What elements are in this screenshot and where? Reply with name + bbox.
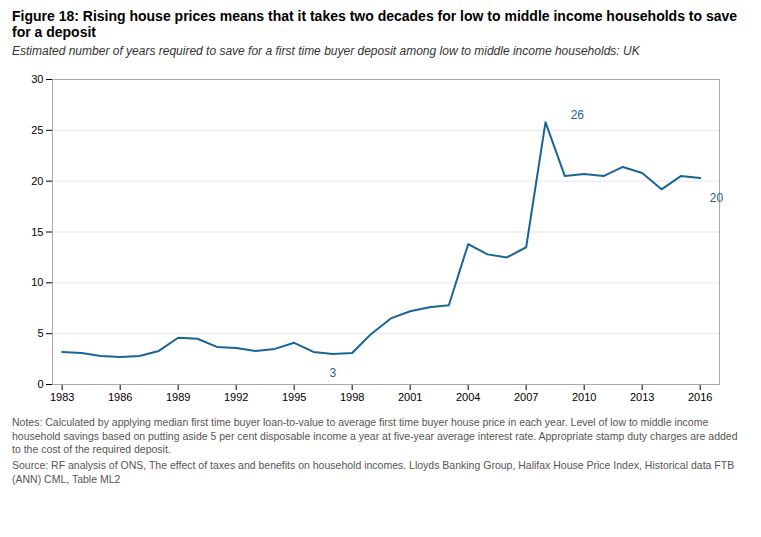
- html-text:Notes: Calculated by applying: Notes: Calculated by applying median fir…: [12, 416, 738, 456]
- svg-text:2004: 2004: [456, 391, 480, 403]
- svg-text:20: 20: [31, 175, 43, 187]
- svg-text:1998: 1998: [340, 391, 364, 403]
- svg-text:2013: 2013: [630, 391, 654, 403]
- svg-text:20: 20: [710, 191, 724, 205]
- svg-text:10: 10: [31, 276, 43, 288]
- svg-text:1989: 1989: [166, 391, 190, 403]
- svg-text:26: 26: [571, 108, 585, 122]
- svg-text:1983: 1983: [50, 391, 74, 403]
- svg-text:2007: 2007: [514, 391, 538, 403]
- svg-text:1992: 1992: [224, 391, 248, 403]
- html-text:Source: RF analysis of ONS, Th: Source: RF analysis of ONS, The effect o…: [12, 458, 735, 485]
- svg-text:0: 0: [37, 378, 43, 390]
- svg-text:1995: 1995: [282, 391, 306, 403]
- svg-text:2010: 2010: [572, 391, 596, 403]
- html-text:Estimated number of years requ: Estimated number of years required to sa…: [12, 44, 640, 58]
- svg-text:30: 30: [31, 73, 43, 85]
- svg-text:2001: 2001: [398, 391, 422, 403]
- svg-text:25: 25: [31, 124, 43, 136]
- svg-text:2016: 2016: [688, 391, 712, 403]
- svg-text:3: 3: [329, 366, 336, 380]
- svg-text:15: 15: [31, 226, 43, 238]
- svg-text:1986: 1986: [108, 391, 132, 403]
- svg-text:5: 5: [37, 327, 43, 339]
- html-text:Figure 18: Rising house prices: Figure 18: Rising house prices means tha…: [12, 8, 738, 40]
